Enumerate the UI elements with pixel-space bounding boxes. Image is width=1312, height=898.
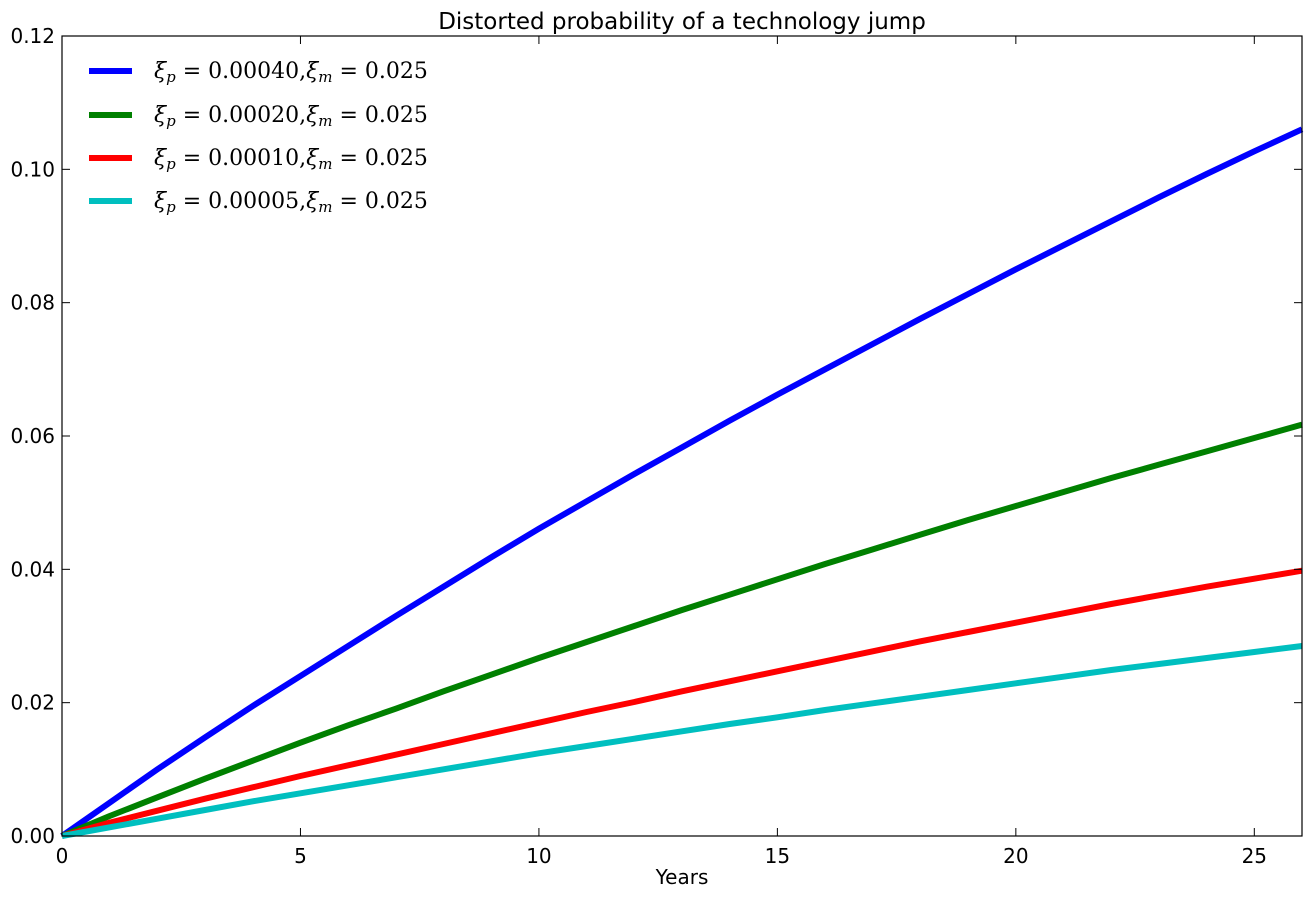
series-line-4 [61,643,1303,839]
x-tick-label: 25 [1242,844,1267,868]
legend-label-3: ξp = 0.00010,ξm = 0.025 [154,146,428,173]
y-tick-label: 0.06 [10,424,55,448]
x-axis-label: Years [655,865,709,889]
x-tick-label: 10 [526,844,551,868]
chart-title: Distorted probability of a technology ju… [438,9,926,35]
tick-layer: 0 5 10 15 20 25 0.00 0.02 0.04 0.06 0.08 0.10 0.12 [10,24,1302,868]
x-tick-label: 15 [765,844,790,868]
series-line-1 [60,126,1304,839]
y-tick-label: 0.00 [10,824,55,848]
y-tick-label: 0.08 [10,291,55,315]
y-tick-label: 0.12 [10,24,55,48]
y-tick-label: 0.02 [10,691,55,715]
series-layer [60,126,1304,839]
x-tick-label: 5 [294,844,307,868]
legend-label-1: ξp = 0.00040,ξm = 0.025 [154,59,428,86]
series-line-3 [61,567,1303,839]
y-tick-label: 0.10 [10,157,55,181]
legend-label-2: ξp = 0.00020,ξm = 0.025 [154,103,428,130]
series-line-2 [60,421,1303,839]
legend-label-4: ξp = 0.00005,ξm = 0.025 [154,189,428,216]
y-tick-label: 0.04 [10,557,55,581]
x-tick-label: 20 [1003,844,1028,868]
x-tick-label: 0 [56,844,69,868]
legend: ξp = 0.00040,ξm = 0.025 ξp = 0.00020,ξm =… [89,59,428,216]
